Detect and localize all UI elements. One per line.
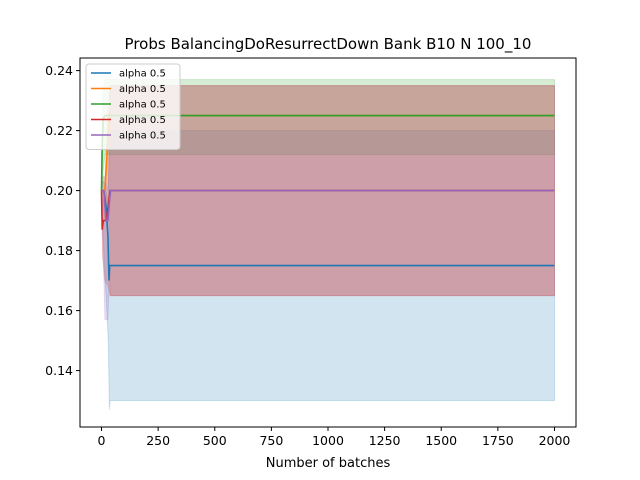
x-tick-label: 250 [146,433,170,448]
x-tick-label: 2000 [539,433,571,448]
x-axis-ticks: 0 250 500 750 1000 1250 1500 1750 2000 [98,427,571,448]
x-tick-label: 1500 [425,433,457,448]
y-tick-label: 0.16 [45,303,73,318]
x-tick-label: 1250 [369,433,401,448]
y-tick-label: 0.22 [45,123,73,138]
legend-label: alpha 0.5 [119,115,166,126]
x-tick-label: 500 [203,433,227,448]
series-lines [100,112,555,281]
chart-title: Probs BalancingDoResurrectDown Bank B10 … [125,35,532,54]
y-tick-label: 0.20 [45,183,73,198]
legend-label: alpha 0.5 [119,69,166,80]
x-tick-label: 1750 [482,433,514,448]
legend-box [85,63,181,150]
confidence-band-1 [101,115,555,410]
y-tick-label: 0.18 [45,243,73,258]
y-axis-ticks: 0.14 0.16 0.18 0.20 0.22 0.24 [45,63,80,378]
legend-label: alpha 0.5 [119,100,166,111]
x-tick-label: 750 [259,433,283,448]
confidence-bands [101,79,555,410]
y-tick-label: 0.14 [45,363,73,378]
x-tick-label: 1000 [312,433,344,448]
legend-label: alpha 0.5 [119,131,166,142]
y-tick-label: 0.24 [45,63,73,78]
x-tick-label: 0 [98,433,106,448]
x-axis-label: Number of batches [266,456,391,471]
legend-label: alpha 0.5 [119,84,166,95]
series-line-5 [101,189,555,222]
legend: alpha 0.5 alpha 0.5 alpha 0.5 alpha 0.5 alph… [85,63,181,150]
